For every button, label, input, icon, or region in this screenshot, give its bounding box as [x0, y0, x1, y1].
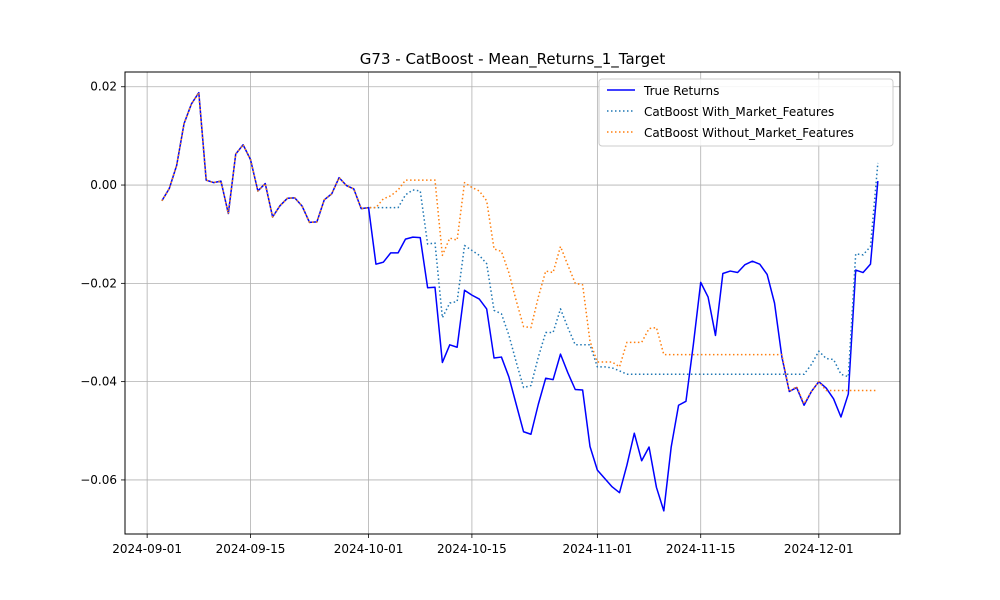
series-line-without-market	[161, 91, 878, 405]
y-tick-label: −0.04	[80, 375, 117, 389]
series-lines	[161, 91, 879, 512]
legend-box	[598, 78, 894, 147]
x-axis-ticks: 2024-09-01 2024-09-15 2024-10-01 2024-10-15…	[112, 534, 854, 556]
y-tick-label: −0.06	[80, 473, 117, 487]
x-tick-label: 2024-12-01	[784, 542, 854, 556]
x-tick-label: 2024-10-01	[334, 542, 404, 556]
chart-title: G73 - CatBoost - Mean_Returns_1_Target	[360, 50, 666, 69]
y-axis-ticks: 0.02 0.00 −0.02 −0.04 −0.06	[80, 80, 125, 487]
x-tick-label: 2024-11-01	[563, 542, 633, 556]
y-tick-label: 0.00	[90, 178, 117, 192]
legend: True Returns CatBoost With_Market_Featur…	[598, 78, 894, 147]
x-tick-label: 2024-09-01	[112, 542, 182, 556]
legend-label-without-market: CatBoost Without_Market_Features	[644, 126, 854, 140]
x-tick-label: 2024-10-15	[437, 542, 507, 556]
x-tick-label: 2024-11-15	[666, 542, 736, 556]
y-tick-label: −0.02	[80, 276, 117, 290]
y-tick-label: 0.02	[90, 80, 117, 94]
plot-area-frame	[124, 71, 901, 535]
grid-lines	[125, 72, 900, 534]
legend-label-true-returns: True Returns	[643, 84, 719, 98]
x-tick-label: 2024-09-15	[216, 542, 286, 556]
legend-label-with-market: CatBoost With_Market_Features	[644, 105, 834, 119]
